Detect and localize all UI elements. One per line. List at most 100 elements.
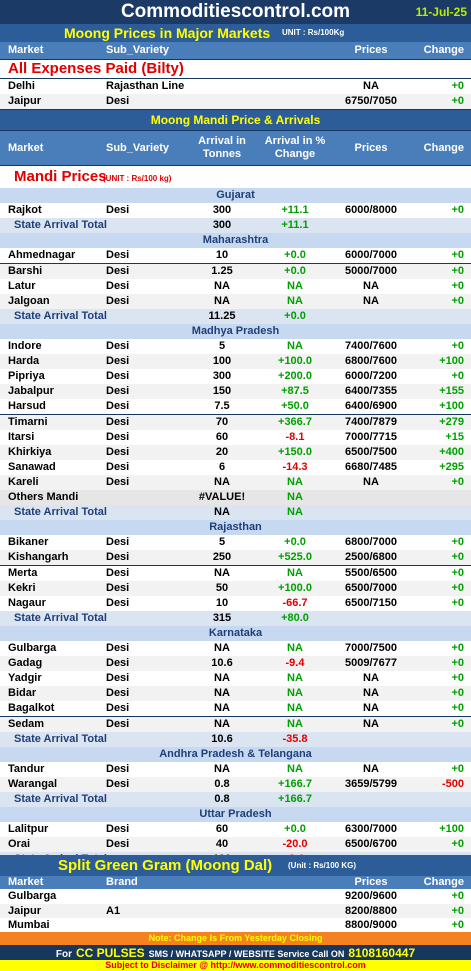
cell: Rajasthan Line [106,80,185,92]
mandi-row: Bidar Desi NA NA NA +0 [0,686,471,702]
cell: A1 [106,904,121,917]
cc-text: CC PULSES [75,946,145,960]
total-label: State Arrival Total [14,219,107,232]
cell: NA [287,672,303,685]
cell: 10 [215,596,229,609]
total-arrival: 315 [212,611,232,624]
mandi-title: Moong Mandi Price & Arrivals [150,113,321,127]
cell: +166.7 [278,777,312,790]
cell: -9.4 [285,657,305,670]
cc-text: SMS / WHATSAPP / WEBSITE Service Call ON [148,949,345,959]
cell: Merta [8,566,38,579]
cell: +0 [451,672,464,685]
cell: Desi [106,657,130,670]
cell: +366.7 [278,415,312,428]
cell: Desi [106,400,130,413]
cell: 5000/7000 [345,264,397,277]
cell: -14.3 [282,460,308,473]
column-header: Market [8,876,44,888]
state-name: Uttar Pradesh [199,808,272,821]
cell: NA [363,672,379,685]
column-header: Brand [106,876,138,888]
state-name: Rajasthan [209,521,262,534]
cell: 7400/7600 [345,340,397,352]
cell: Latur [8,279,36,292]
cell: +150.0 [278,445,312,458]
cell: Desi [106,445,130,458]
cell: +0.0 [284,823,306,836]
cell: Desi [106,95,130,107]
mandi-row: Itarsi Desi 60 -8.1 7000/7715 +15 [0,429,471,445]
cell: +100 [439,823,464,836]
cell: NA [363,475,379,488]
mandi-row: Ahmednagar Desi 10 +0.0 6000/7000 +0 [0,248,471,264]
total-change: +166.7 [278,793,312,805]
column-header: Change [423,44,464,56]
cell: 0.8 [214,777,230,790]
state-header: Gujarat [0,188,471,204]
cell: Desi [106,430,130,443]
mandi-row: Kishangarh Desi 250 +525.0 2500/6800 +0 [0,550,471,566]
cell: Harda [8,355,40,368]
mandi-title-bar: Moong Mandi Price & Arrivals [0,110,471,130]
cell: +200.0 [278,370,312,383]
cell: 10.6 [211,657,233,670]
mandi-col-header: Market Sub_Variety Arrival in Tonnes Arriva… [0,131,471,165]
column-header: Arrival in % Change [264,135,326,160]
cell: 8800/9000 [345,919,397,931]
mandi-row: Indore Desi 5 NA 7400/7600 +0 [0,339,471,355]
cell: 300 [212,370,232,383]
mandi-row: Kareli Desi NA NA NA +0 [0,474,471,490]
cell: NA [363,279,379,292]
cell: NA [287,717,303,730]
cell: 6000/7000 [345,249,397,262]
state-name: Gujarat [216,189,255,201]
cell: Tandur [8,762,45,775]
cell: Jalgoan [8,294,50,307]
total-label: State Arrival Total [14,611,107,624]
cell: Ahmednagar [8,249,76,262]
cell: Kekri [8,581,36,594]
state-header: Andhra Pradesh & Telangana [0,746,471,762]
cell: +0 [451,264,464,277]
cell: +0 [451,279,464,292]
cell: #VALUE! [198,491,246,503]
cell: Desi [106,717,130,730]
cell: Desi [106,249,130,262]
mandi-row: Merta Desi NA NA 5500/6500 +0 [0,565,471,581]
state-total: State Arrival Total NA NA [0,505,471,521]
cell: NA [287,642,303,654]
state-total: State Arrival Total 10.6 -35.8 [0,731,471,747]
cell: 250 [212,551,232,564]
dal-title: Split Green Gram (Moong Dal) [58,857,273,874]
cell: 5500/6500 [345,566,397,579]
cc-text: For [55,949,72,960]
cell: 6800/7000 [345,536,397,549]
total-label: State Arrival Total [14,793,107,805]
cell: Desi [106,204,130,217]
cell: 150 [212,385,232,398]
major-title-bar: Moong Prices in Major Markets UNIT : Rs/1… [0,24,471,42]
cell: Others Mandi [8,491,79,503]
cell: +0 [451,95,464,107]
cell: +0 [451,80,464,92]
major-col-header: Market Sub_Variety Prices Change [0,42,471,59]
cell: Yadgir [8,672,42,685]
state-name: Karnataka [208,626,263,639]
cell: +525.0 [278,551,312,564]
cell: +0.0 [284,249,306,262]
state-header: Maharashtra [0,233,471,249]
section-title: Mandi Prices [14,168,107,185]
cell: +0 [451,581,464,594]
note: Note: Change Is From Yesterday Closing [148,933,323,943]
cell: Itarsi [8,430,35,443]
mandi-row: Orai Desi 40 -20.0 6500/6700 +0 [0,837,471,853]
cell: Desi [106,264,130,277]
cell: 2500/6800 [345,551,397,564]
cell: Khirkiya [8,445,52,458]
mandi-row: Pipriya Desi 300 +200.0 6000/7200 +0 [0,369,471,385]
state-header: Uttar Pradesh [0,807,471,823]
column-header: Change [423,876,464,888]
column-header: Market [8,44,44,56]
